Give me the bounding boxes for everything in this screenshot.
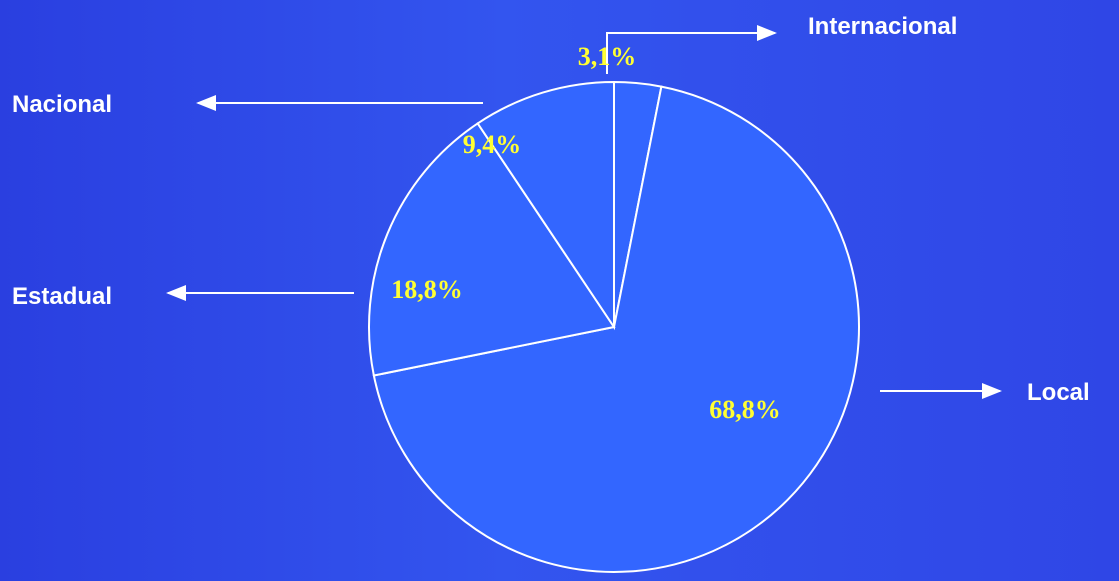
category-label-estadual: Estadual (12, 283, 112, 310)
slice-value-label-internacional: 3,1% (578, 42, 637, 71)
leader-arrow-internacional (606, 25, 777, 74)
slice-value-label-local: 68,8% (709, 395, 781, 424)
category-label-nacional: Nacional (12, 91, 112, 118)
pie-slice-estadual (368, 122, 616, 377)
pie-slice-nacional (476, 80, 615, 331)
pie-slice-local (372, 85, 860, 573)
category-label-local: Local (1027, 379, 1090, 406)
category-label-internacional: Internacional (808, 13, 957, 40)
slice-value-label-estadual: 18,8% (391, 275, 463, 304)
slice-value-label-nacional: 9,4% (463, 130, 522, 159)
